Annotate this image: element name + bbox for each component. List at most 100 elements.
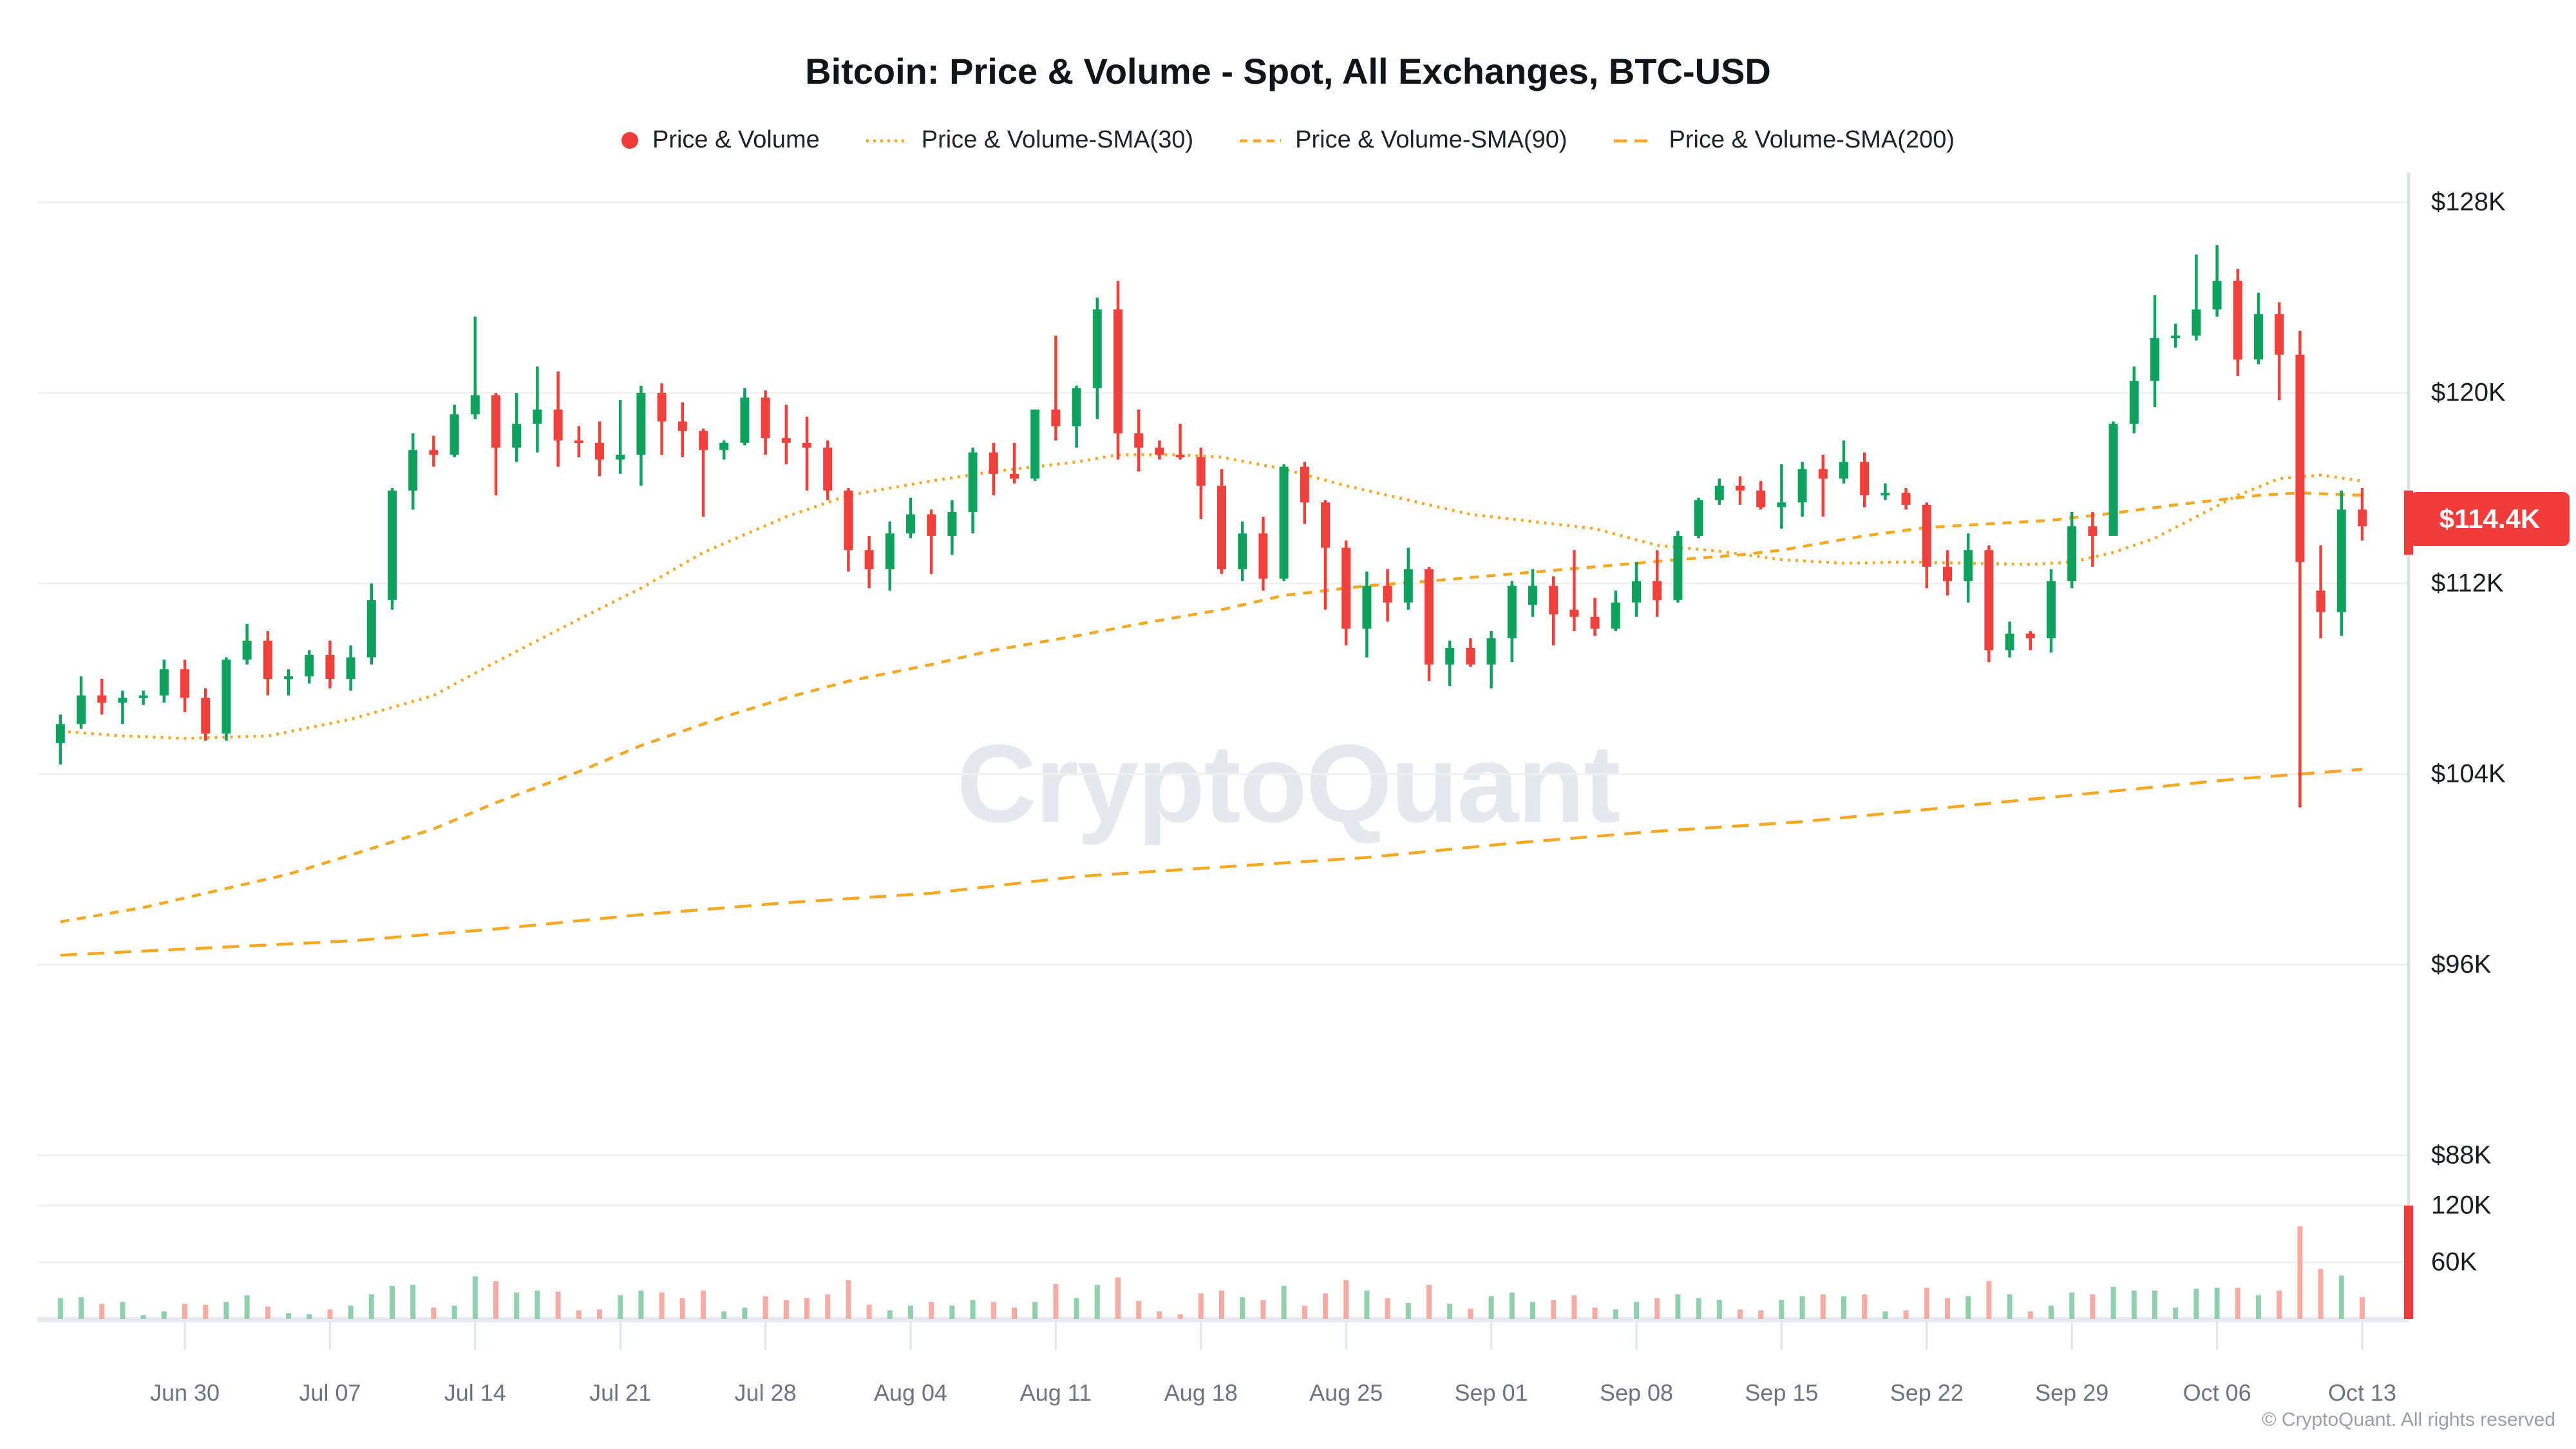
candle-body xyxy=(1569,609,1579,617)
volume-bar xyxy=(286,1313,291,1319)
legend-item[interactable]: Price & Volume xyxy=(621,126,820,154)
candle-body xyxy=(761,397,770,439)
volume-bar xyxy=(2049,1305,2054,1319)
date-axis-label[interactable]: Jul 28 xyxy=(734,1379,797,1406)
volume-bar xyxy=(1198,1293,1204,1319)
candle-body xyxy=(636,393,646,455)
date-axis-label[interactable]: Sep 29 xyxy=(2035,1379,2109,1406)
volume-bar xyxy=(2110,1287,2116,1319)
candle-body xyxy=(201,697,211,734)
volume-bar xyxy=(535,1291,540,1319)
candle-body xyxy=(1217,486,1226,569)
volume-bar xyxy=(1302,1305,1307,1319)
volume-bar xyxy=(410,1285,416,1319)
volume-bar xyxy=(597,1309,602,1319)
chart-title: Bitcoin: Price & Volume - Spot, All Exch… xyxy=(805,51,1771,91)
candle-body xyxy=(284,676,293,679)
date-axis-label[interactable]: Sep 22 xyxy=(1889,1379,1964,1406)
volume-bar xyxy=(1468,1308,1473,1319)
legend-item[interactable]: Price & Volume-SMA(30) xyxy=(866,126,1193,154)
candle-body xyxy=(346,657,355,679)
candle-body xyxy=(55,724,65,743)
candle-body xyxy=(1756,490,1766,507)
volume-bar xyxy=(1136,1301,1142,1319)
date-axis-label[interactable]: Oct 06 xyxy=(2183,1379,2251,1406)
candle-body xyxy=(533,409,542,424)
volume-bar xyxy=(1426,1285,1432,1319)
dash-med-line-icon xyxy=(1240,139,1282,142)
candle-body xyxy=(1279,466,1289,579)
volume-bar xyxy=(2214,1287,2220,1319)
volume-bar xyxy=(1779,1300,1785,1319)
volume-bar xyxy=(783,1300,789,1319)
candle-body xyxy=(2295,354,2305,562)
volume-bar xyxy=(1343,1280,1349,1319)
candle-body xyxy=(2358,509,2367,527)
volume-bar xyxy=(120,1302,126,1319)
candle-body xyxy=(1943,567,1952,582)
candle-body xyxy=(512,424,522,448)
date-axis-label[interactable]: Sep 08 xyxy=(1599,1379,1674,1406)
date-axis-label[interactable]: Jun 30 xyxy=(149,1379,220,1406)
volume-bar xyxy=(493,1281,498,1319)
candle-body xyxy=(1984,550,1994,650)
candle-body xyxy=(1155,448,1164,455)
candle-body xyxy=(1922,504,1931,567)
candle-body xyxy=(1860,462,1870,496)
date-axis-label[interactable]: Aug 25 xyxy=(1309,1379,1383,1406)
volume-bar xyxy=(1177,1314,1183,1319)
date-axis-label[interactable]: Jul 14 xyxy=(444,1379,506,1406)
candle-body xyxy=(2047,581,2056,639)
volume-bar xyxy=(244,1295,250,1319)
volume-bar xyxy=(2152,1291,2157,1319)
sma-200-line xyxy=(60,768,2363,957)
legend-item[interactable]: Price & Volume-SMA(90) xyxy=(1240,126,1567,154)
date-axis-label[interactable]: Jul 07 xyxy=(299,1379,361,1406)
volume-bar xyxy=(1613,1309,1618,1319)
date-axis-label[interactable]: Oct 13 xyxy=(2327,1379,2397,1406)
date-axis-label[interactable]: Aug 04 xyxy=(873,1379,948,1406)
candle-body xyxy=(864,550,874,569)
legend-item[interactable]: Price & Volume-SMA(200) xyxy=(1613,126,1955,154)
candle-body xyxy=(802,442,811,448)
candle-body xyxy=(263,640,272,679)
volume-bar xyxy=(2131,1291,2137,1319)
legend-label: Price & Volume-SMA(90) xyxy=(1295,126,1567,153)
candle-body xyxy=(1486,638,1496,665)
candle-body xyxy=(2150,337,2159,381)
candle-body xyxy=(1964,550,1973,582)
candle-body xyxy=(2171,336,2181,339)
date-axis-label[interactable]: Aug 18 xyxy=(1164,1379,1238,1406)
volume-bar xyxy=(1530,1302,1535,1319)
date-axis-label[interactable]: Jul 21 xyxy=(589,1379,652,1406)
candle-body xyxy=(844,490,853,551)
candle-body xyxy=(305,655,314,677)
date-axis-label[interactable]: Sep 01 xyxy=(1454,1379,1528,1406)
price-axis-label: $96K xyxy=(2431,950,2492,979)
date-axis-label[interactable]: Aug 11 xyxy=(1019,1379,1092,1406)
price-axis-label: $88K xyxy=(2431,1141,2492,1170)
volume-bar xyxy=(161,1311,167,1319)
candle-body xyxy=(906,514,915,534)
volume-bar xyxy=(1385,1298,1390,1319)
volume-baseline xyxy=(37,1317,2409,1322)
volume-bar xyxy=(99,1303,105,1319)
volume-bar xyxy=(1447,1303,1453,1319)
candle-body xyxy=(989,452,998,474)
date-axis-label[interactable]: Sep 15 xyxy=(1745,1379,1819,1406)
volume-bar xyxy=(1799,1296,1805,1319)
candle-body xyxy=(595,442,604,460)
candle-body xyxy=(2336,509,2346,612)
volume-bar xyxy=(1924,1287,1929,1319)
candle-body xyxy=(1901,493,1911,505)
candle-body xyxy=(1590,616,1600,629)
volume-bar xyxy=(762,1296,768,1319)
volume-bar xyxy=(2277,1291,2282,1319)
candle-body xyxy=(781,438,791,443)
candle-body xyxy=(2129,381,2139,424)
candle-body xyxy=(1445,647,1455,665)
price-axis-label: $128K xyxy=(2431,187,2506,216)
volume-bar xyxy=(223,1302,229,1319)
